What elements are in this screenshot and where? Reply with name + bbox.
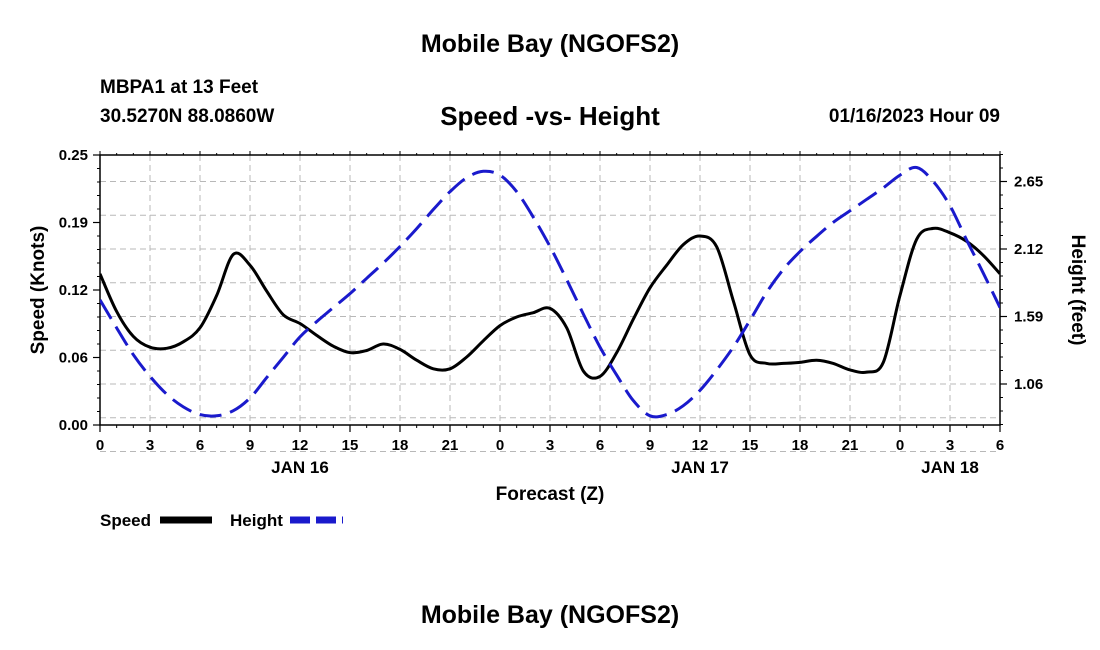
x-tick-label: 18: [792, 437, 809, 454]
station-label: MBPA1 at 13 Feet: [100, 77, 259, 98]
y-left-tick-label: 0.00: [59, 417, 88, 434]
series-line-speed: [100, 226, 1000, 380]
x-tick-label: 3: [146, 437, 154, 454]
x-tick-label: 0: [896, 437, 904, 454]
x-axis-label: Forecast (Z): [496, 484, 605, 505]
legend-label-height: Height: [230, 511, 283, 530]
y-left-tick-label: 0.12: [59, 282, 88, 299]
x-tick-label: 21: [842, 437, 859, 454]
x-tick-label: 6: [596, 437, 604, 454]
y-right-tick-label: 1.06: [1014, 376, 1043, 393]
x-day-label: JAN 16: [271, 458, 329, 477]
x-tick-label: 3: [946, 437, 954, 454]
x-tick-label: 12: [292, 437, 309, 454]
chart-title: Speed -vs- Height: [440, 101, 660, 131]
y-left-axis-label: Speed (Knots): [28, 226, 49, 355]
y-right-tick-label: 1.59: [1014, 309, 1043, 326]
y-left-tick-label: 0.06: [59, 350, 88, 367]
forecast-datetime: 01/16/2023 Hour 09: [828, 106, 1000, 127]
x-tick-label: 18: [392, 437, 409, 454]
x-tick-label: 0: [96, 437, 104, 454]
x-tick-label: 9: [246, 437, 254, 454]
series-line-height: [100, 165, 1000, 419]
x-tick-label: 15: [342, 437, 359, 454]
x-tick-label: 6: [996, 437, 1004, 454]
x-tick-label: 12: [692, 437, 709, 454]
main-title: Mobile Bay (NGOFS2): [420, 30, 680, 58]
x-tick-label: 9: [646, 437, 654, 454]
y-right-tick-label: 2.65: [1014, 174, 1043, 191]
y-right-axis-label: Height (feet): [1067, 235, 1088, 346]
x-tick-label: 15: [742, 437, 759, 454]
y-left-tick-label: 0.19: [59, 215, 88, 232]
x-tick-label: 21: [442, 437, 459, 454]
legend-label-speed: Speed: [100, 511, 151, 530]
footer-title: Mobile Bay (NGOFS2): [420, 601, 680, 629]
x-tick-label: 0: [496, 437, 504, 454]
station-coordinates: 30.5270N 88.0860W: [100, 106, 275, 127]
x-day-label: JAN 17: [671, 458, 729, 477]
y-right-tick-label: 2.12: [1014, 241, 1043, 258]
x-tick-label: 6: [196, 437, 204, 454]
y-left-tick-label: 0.25: [59, 147, 88, 164]
x-day-label: JAN 18: [921, 458, 979, 477]
x-tick-label: 3: [546, 437, 554, 454]
